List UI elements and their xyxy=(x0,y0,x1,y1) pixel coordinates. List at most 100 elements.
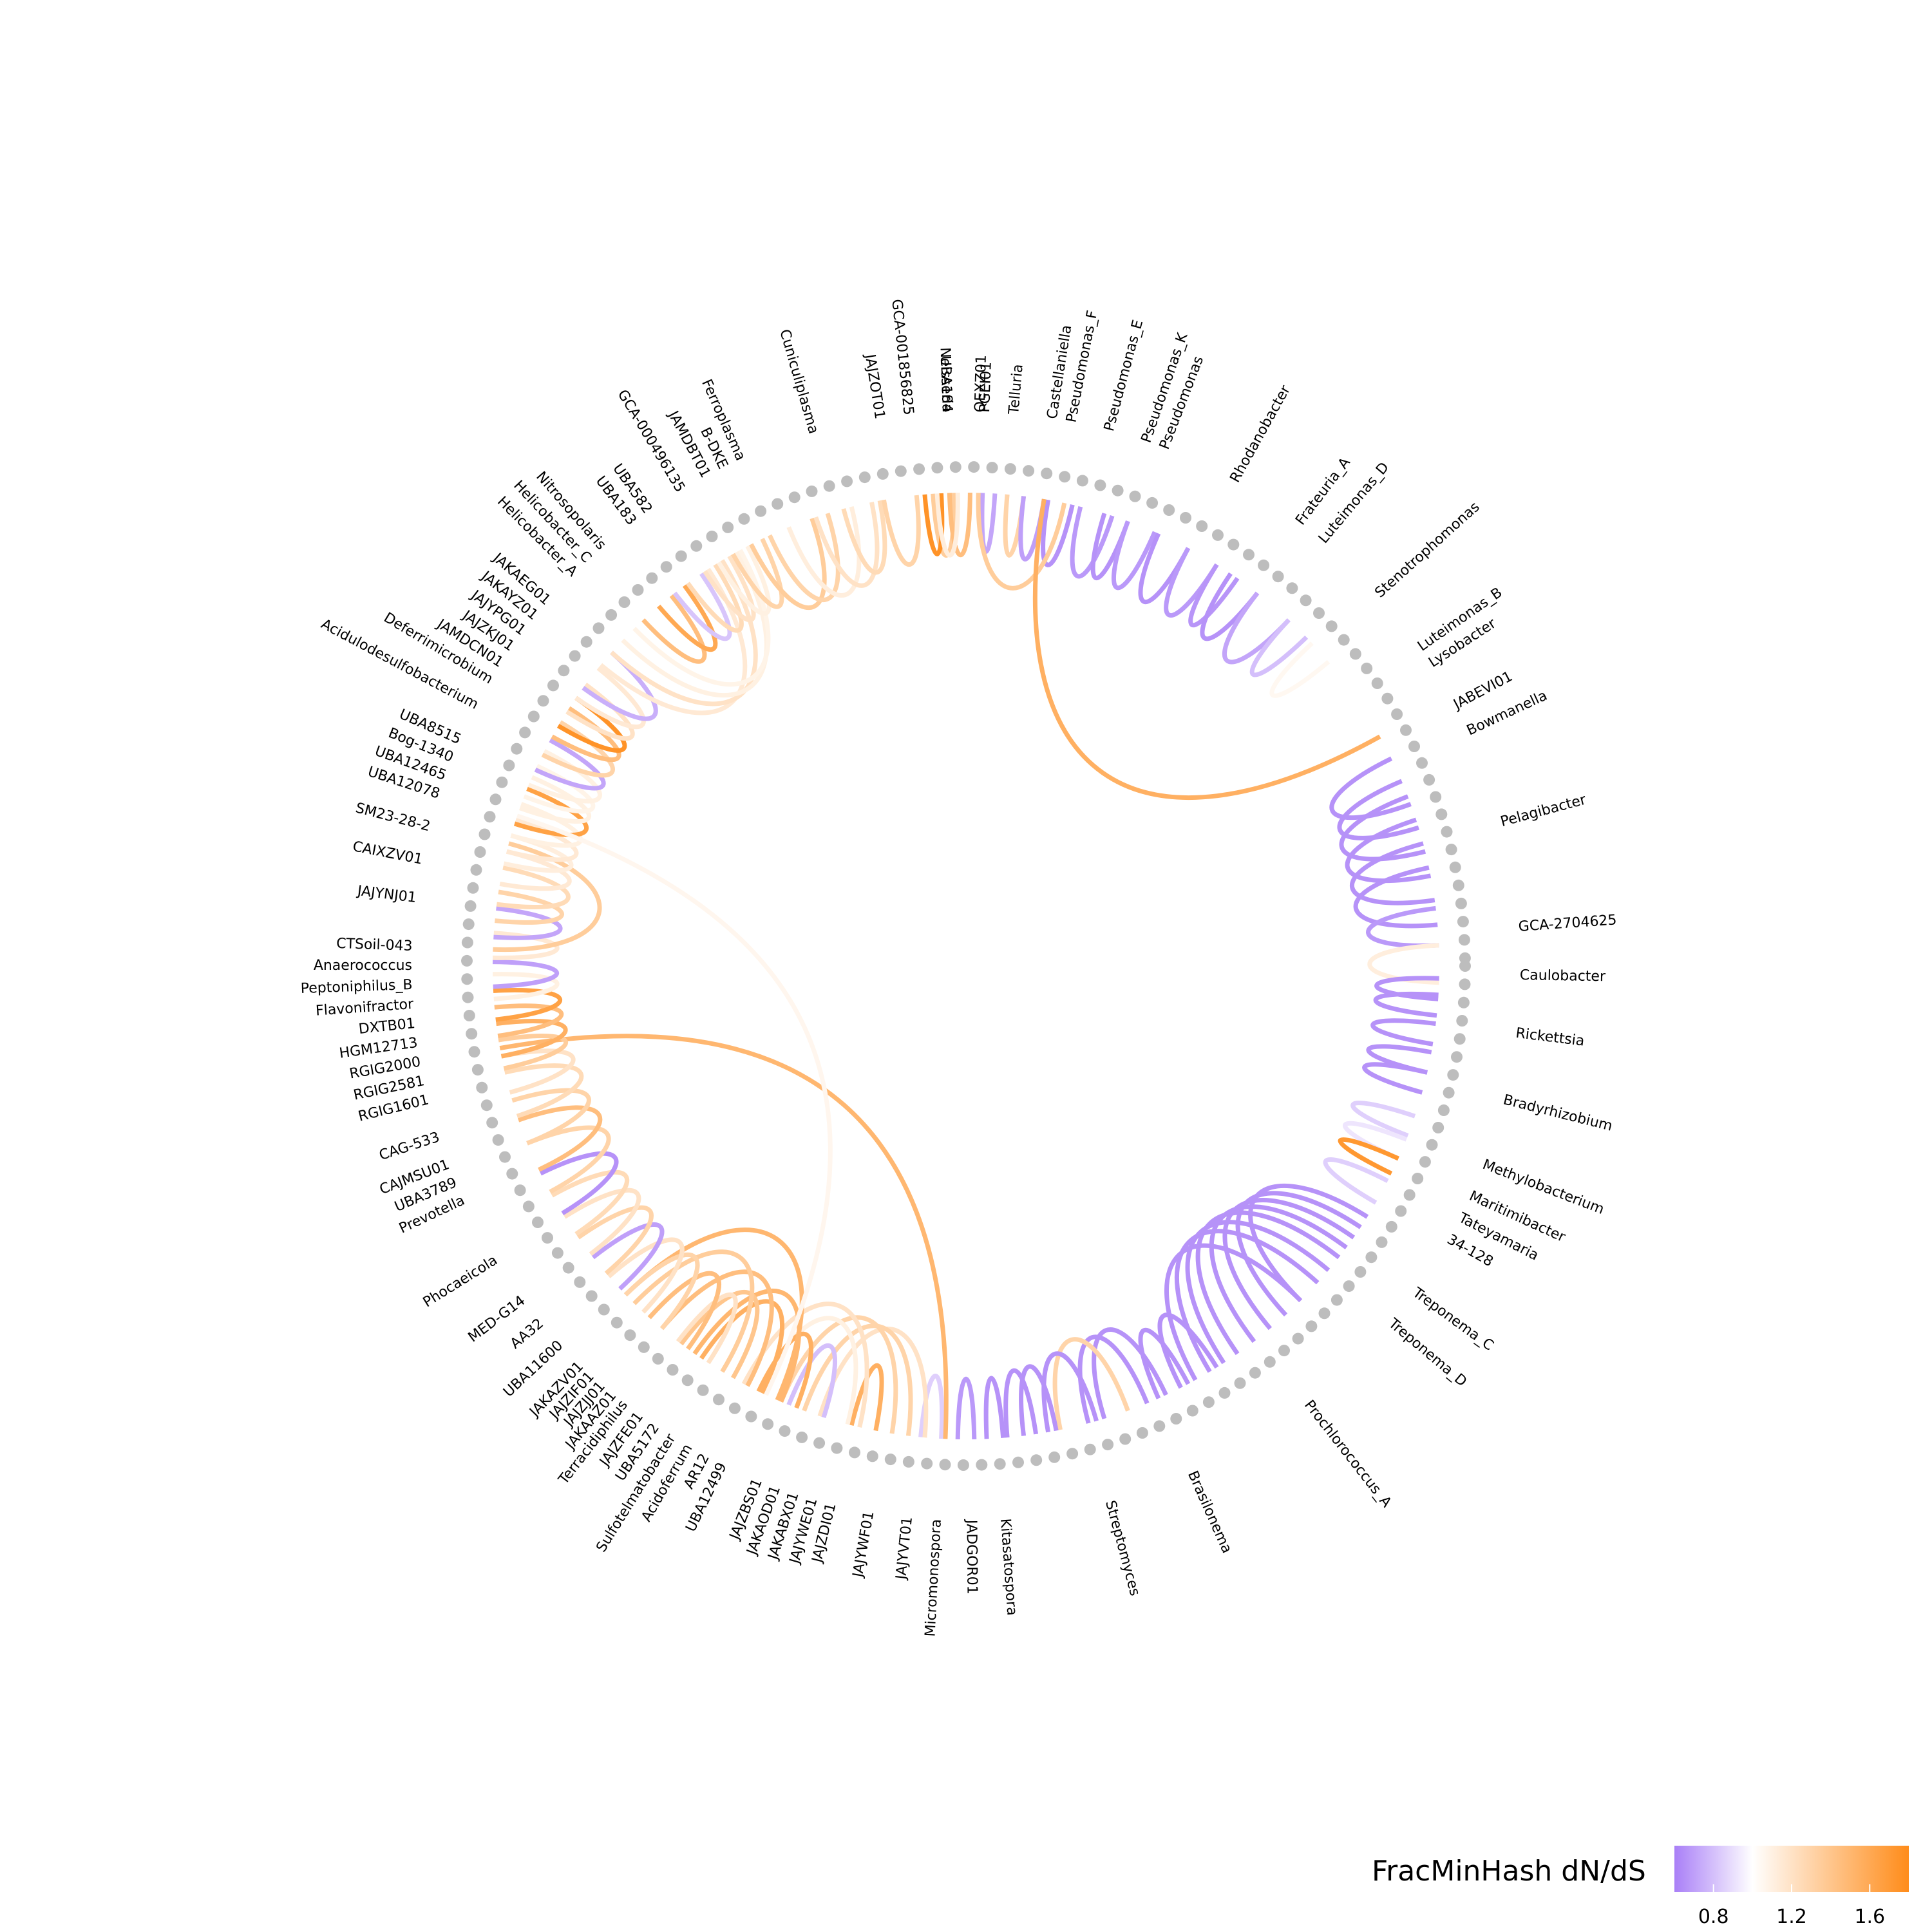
tip-node xyxy=(1305,1320,1318,1332)
link-99 xyxy=(519,775,591,824)
link-76 xyxy=(551,1170,630,1236)
tip-node xyxy=(476,1081,488,1094)
link-71 xyxy=(623,1252,700,1331)
link-6 xyxy=(1070,506,1115,579)
tip-node xyxy=(1349,648,1361,660)
genus-label: Micromonospora xyxy=(922,1519,945,1637)
genus-label: Bradyrhizobium xyxy=(1502,1092,1615,1134)
genus-label: Anaerococcus xyxy=(314,958,412,974)
tip-node xyxy=(611,1316,623,1329)
link-10 xyxy=(1164,547,1219,618)
tip-node xyxy=(1153,1420,1166,1432)
link-79 xyxy=(517,1105,603,1172)
tip-node xyxy=(1457,996,1470,1009)
link-12 xyxy=(1200,572,1260,641)
link-113 xyxy=(632,549,771,687)
tip-node xyxy=(1432,1122,1444,1133)
link-126 xyxy=(881,495,921,567)
link-31 xyxy=(1350,1101,1416,1138)
tip-node xyxy=(1136,1427,1148,1439)
tip-node xyxy=(562,1262,574,1274)
tip-node xyxy=(1447,1069,1459,1081)
link-72 xyxy=(607,1237,685,1314)
tip-node xyxy=(788,491,800,504)
link-77 xyxy=(539,1151,619,1215)
tip-node xyxy=(585,1290,598,1302)
tip-node xyxy=(738,513,750,525)
tip-node xyxy=(638,1341,650,1353)
tip-node xyxy=(1004,463,1016,475)
tip-node xyxy=(1361,662,1373,674)
link-63 xyxy=(692,1289,802,1403)
genus-label: JAJYNJ01 xyxy=(355,883,417,906)
link-22 xyxy=(1350,841,1435,905)
link-14 xyxy=(1249,618,1309,677)
tip-node xyxy=(618,596,630,608)
tip-node xyxy=(1416,757,1428,769)
link-50 xyxy=(1003,1368,1039,1438)
genus-label: GCA-2704625 xyxy=(1518,912,1617,935)
tip-node xyxy=(462,991,474,1003)
tip-node xyxy=(1371,677,1383,689)
tip-node xyxy=(1272,571,1284,583)
tip-node xyxy=(632,584,644,596)
tip-node xyxy=(1278,1345,1290,1357)
genus-label: AA32 xyxy=(507,1316,547,1352)
link-19 xyxy=(1337,779,1419,840)
tip-node xyxy=(1426,1139,1438,1151)
link-54 xyxy=(499,1034,949,1439)
link-1 xyxy=(947,492,972,557)
tip-node xyxy=(551,1247,564,1259)
tip-node xyxy=(976,1459,988,1471)
link-70 xyxy=(647,1271,721,1350)
tip-node xyxy=(1441,826,1453,838)
legend-tick-label: 1.2 xyxy=(1776,1906,1807,1928)
genus-label: Rhodanobacter xyxy=(1227,382,1294,485)
tip-node xyxy=(1338,634,1350,646)
genus-label: Stenotrophomonas xyxy=(1372,499,1482,601)
tip-node xyxy=(646,572,658,584)
tip-node xyxy=(1435,808,1448,820)
link-90 xyxy=(493,905,563,940)
link-80 xyxy=(511,1088,591,1146)
link-75 xyxy=(563,1188,641,1256)
link-114 xyxy=(641,594,707,664)
link-119 xyxy=(717,545,772,616)
genus-label: Neisseria xyxy=(936,347,955,413)
tip-node xyxy=(1412,1173,1424,1184)
tip-node xyxy=(813,1437,826,1449)
legend-ticks: 0.8 1.2 1.6 xyxy=(1698,1884,1885,1928)
link-15 xyxy=(1269,641,1331,698)
tip-node xyxy=(1030,1454,1043,1466)
genus-label: GCA-001856825 xyxy=(888,298,916,416)
tip-node xyxy=(1084,1443,1096,1455)
tip-node xyxy=(772,498,784,510)
tip-node xyxy=(1243,549,1255,561)
tip-node xyxy=(1452,879,1464,891)
link-41 xyxy=(1174,1229,1320,1373)
tip-node xyxy=(1343,1280,1355,1293)
tip-node xyxy=(1218,1387,1231,1399)
tip-node xyxy=(1443,1086,1455,1099)
tip-node xyxy=(755,505,767,517)
tip-node xyxy=(478,828,491,840)
tip-node xyxy=(492,1134,504,1146)
tip-node xyxy=(574,1276,586,1288)
tip-node xyxy=(986,462,998,474)
tip-node xyxy=(1012,1456,1024,1468)
tip-node xyxy=(858,471,871,484)
legend-title: FracMinHash dN/dS xyxy=(1372,1855,1646,1888)
link-24 xyxy=(1366,905,1439,948)
link-42 xyxy=(1164,1243,1303,1381)
tip-node xyxy=(1112,484,1124,497)
tip-node xyxy=(1313,607,1325,619)
tip-node xyxy=(1331,1294,1343,1306)
link-127 xyxy=(922,493,945,556)
tip-node xyxy=(994,1458,1006,1470)
tip-node xyxy=(806,485,818,497)
tip-node xyxy=(831,1442,843,1454)
tip-node xyxy=(1119,1433,1132,1445)
tip-node xyxy=(537,695,549,707)
link-20 xyxy=(1339,794,1426,862)
link-112 xyxy=(621,551,769,698)
